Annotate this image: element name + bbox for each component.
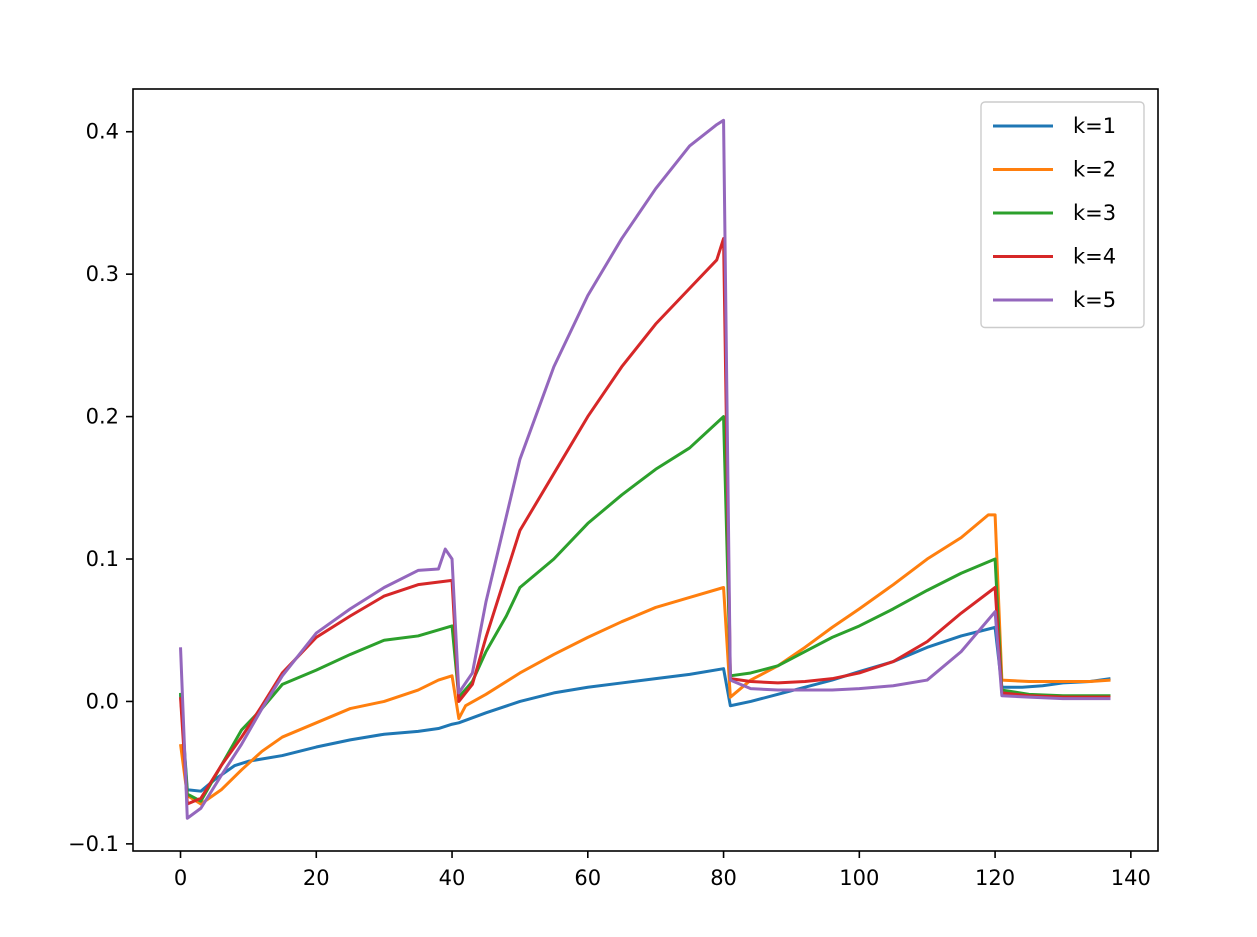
y-axis: −0.1 0.0 0.1 0.2 0.3 0.4	[68, 120, 133, 856]
legend-label-k4: k=4	[1073, 245, 1116, 269]
y-tick-label: −0.1	[68, 832, 119, 856]
legend-label-k1: k=1	[1073, 114, 1116, 138]
series-line-k5	[179, 118, 1111, 820]
x-axis: 0 20 40 60 80 100 120 140	[174, 851, 1151, 890]
y-tick-label: 0.3	[86, 262, 119, 286]
legend: k=1 k=2 k=3 k=4 k=5	[980, 101, 1145, 329]
series-layer	[179, 118, 1111, 820]
legend-label-k5: k=5	[1073, 288, 1116, 312]
x-tick-label: 40	[439, 866, 466, 890]
x-tick-label: 60	[574, 866, 601, 890]
x-tick-label: 20	[303, 866, 330, 890]
plot-frame	[132, 88, 1159, 852]
y-tick-label: 0.2	[86, 405, 119, 429]
y-tick-label: 0.4	[86, 120, 119, 144]
x-tick-label: 120	[975, 866, 1015, 890]
legend-label-k3: k=3	[1073, 201, 1116, 225]
x-tick-label: 80	[710, 866, 737, 890]
y-tick-label: 0.0	[86, 689, 119, 713]
x-tick-label: 0	[174, 866, 187, 890]
legend-label-k2: k=2	[1073, 158, 1116, 182]
series-line-k2	[179, 513, 1111, 806]
y-tick-label: 0.1	[86, 547, 119, 571]
series-line-k3	[179, 415, 1111, 803]
series-line-k1	[179, 625, 1111, 793]
x-tick-label: 100	[839, 866, 879, 890]
legend-box	[980, 101, 1145, 329]
x-tick-label: 140	[1111, 866, 1151, 890]
